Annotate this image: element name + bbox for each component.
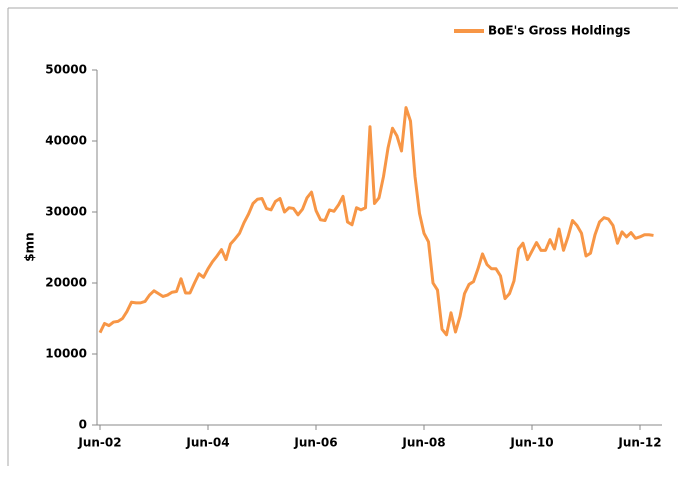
y-tick-label: 0 xyxy=(79,418,87,432)
x-tick-label: Jun-02 xyxy=(77,436,121,450)
x-tick-label: Jun-12 xyxy=(617,436,661,450)
y-tick-label: 40000 xyxy=(45,134,87,148)
legend-label: BoE's Gross Holdings xyxy=(488,24,630,38)
y-axis-label: $mn xyxy=(23,232,37,261)
x-tick-label: Jun-06 xyxy=(293,436,337,450)
y-tick-label: 30000 xyxy=(45,205,87,219)
x-tick-label: Jun-08 xyxy=(401,436,445,450)
x-tick-label: Jun-04 xyxy=(185,436,229,450)
y-tick-label: 10000 xyxy=(45,347,87,361)
y-tick-label: 50000 xyxy=(45,63,87,77)
line-series xyxy=(98,106,654,337)
y-tick-label: 20000 xyxy=(45,276,87,290)
x-tick-label: Jun-10 xyxy=(509,436,553,450)
